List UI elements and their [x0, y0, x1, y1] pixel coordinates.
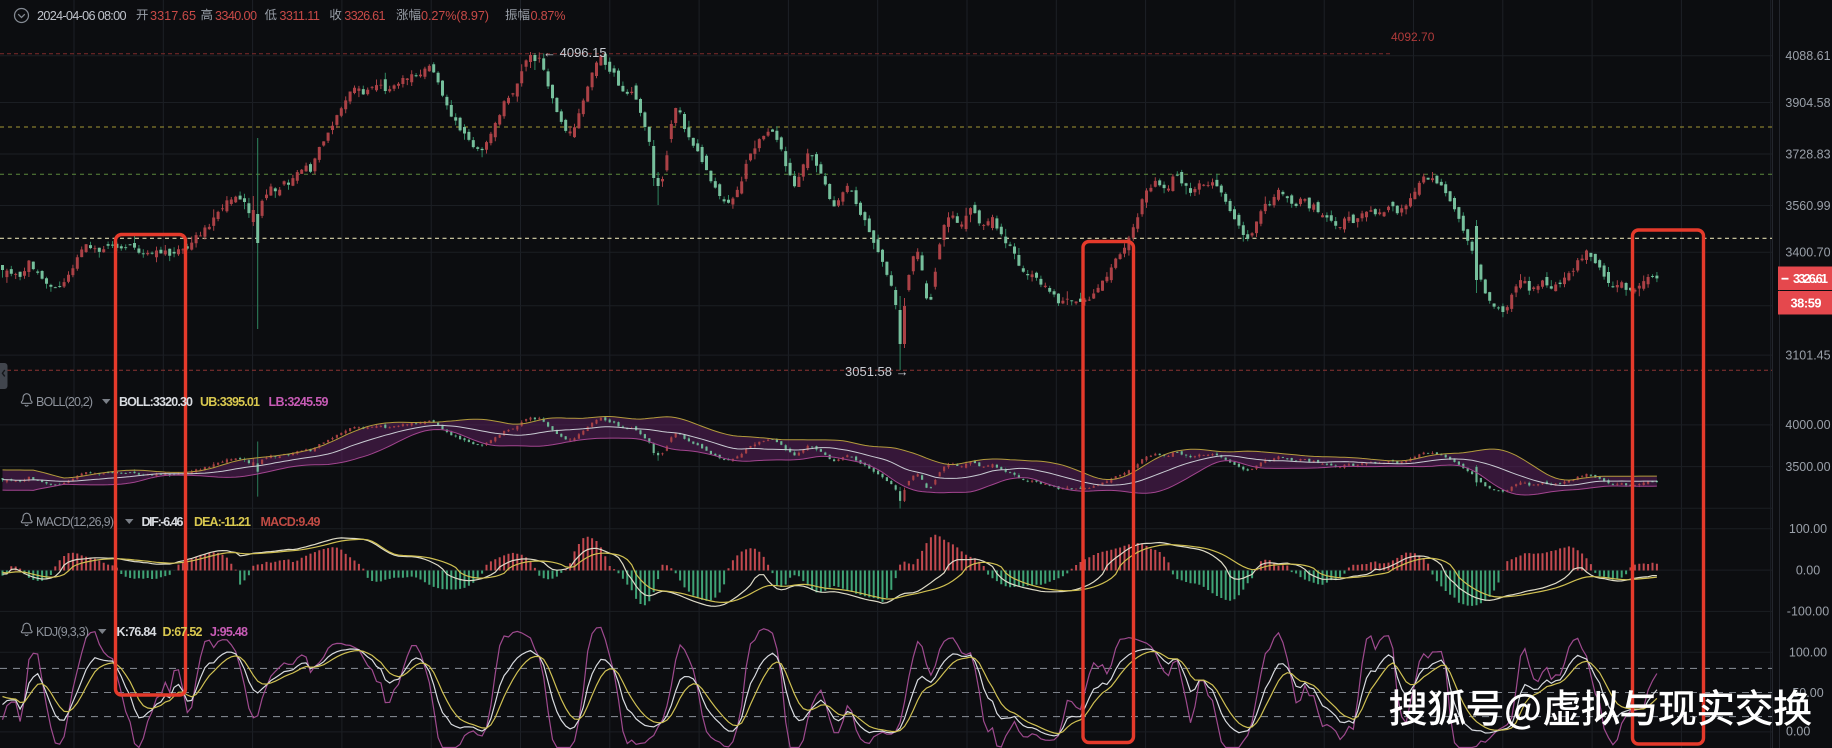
svg-text:MACD(12,26,9): MACD(12,26,9)	[36, 515, 114, 529]
svg-text:3101.45: 3101.45	[1785, 348, 1830, 362]
svg-text:0.87%: 0.87%	[531, 9, 566, 23]
svg-text:50.00: 50.00	[1792, 686, 1823, 700]
svg-text:3728.83: 3728.83	[1785, 147, 1830, 161]
svg-text:3340.00: 3340.00	[215, 9, 257, 23]
svg-text:UB:3395.01: UB:3395.01	[200, 395, 260, 409]
svg-text:4092.70: 4092.70	[1391, 30, 1435, 44]
svg-text:J:95.48: J:95.48	[210, 625, 248, 639]
svg-text:38:59: 38:59	[1791, 296, 1822, 311]
svg-text:2024-04-06 08:00: 2024-04-06 08:00	[37, 9, 127, 23]
svg-text:0.00: 0.00	[1796, 563, 1820, 577]
svg-text:BOLL:3320.30: BOLL:3320.30	[119, 395, 193, 409]
svg-text:3560.99: 3560.99	[1785, 199, 1830, 213]
svg-text:DIF:-6.46: DIF:-6.46	[142, 515, 184, 529]
svg-text:LB:3245.59: LB:3245.59	[269, 395, 329, 409]
svg-text:K:76.84: K:76.84	[117, 625, 157, 639]
svg-text:D:67.52: D:67.52	[163, 625, 203, 639]
svg-text:100.00: 100.00	[1789, 646, 1827, 660]
svg-text:4000.00: 4000.00	[1785, 418, 1830, 432]
svg-text:KDJ(9,3,3): KDJ(9,3,3)	[36, 625, 89, 639]
svg-text:0.27%(8.97): 0.27%(8.97)	[421, 9, 489, 23]
svg-text:MACD:9.49: MACD:9.49	[261, 515, 321, 529]
svg-text:BOLL(20,2): BOLL(20,2)	[36, 395, 93, 409]
svg-text:3326.61: 3326.61	[1793, 271, 1828, 286]
svg-text:DEA:-11.21: DEA:-11.21	[194, 515, 251, 529]
svg-text:3400.70: 3400.70	[1785, 246, 1830, 260]
svg-text:3051.58 →: 3051.58 →	[845, 364, 909, 379]
svg-text:3311.11: 3311.11	[279, 9, 320, 23]
svg-text:3904.58: 3904.58	[1785, 96, 1830, 110]
svg-text:3317.65: 3317.65	[150, 9, 196, 23]
svg-text:100.00: 100.00	[1789, 522, 1827, 536]
svg-text:0.00: 0.00	[1786, 724, 1810, 738]
svg-text:-100.00: -100.00	[1787, 605, 1829, 619]
svg-text:3326.61: 3326.61	[344, 9, 385, 23]
svg-text:3500.00: 3500.00	[1785, 460, 1830, 474]
svg-text:4088.61: 4088.61	[1785, 49, 1830, 63]
svg-text:← 4096.15: ← 4096.15	[543, 45, 607, 60]
